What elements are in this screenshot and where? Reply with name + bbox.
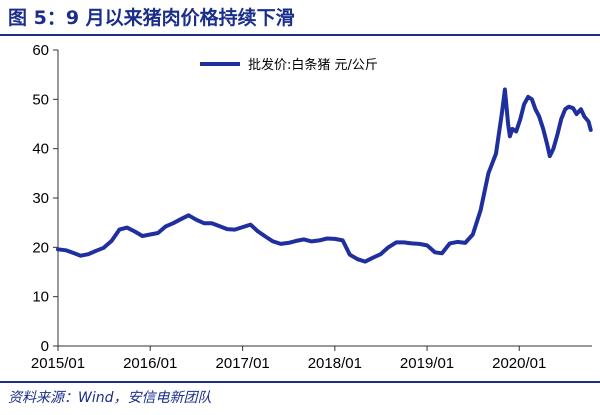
x-tick-label: 2018/01: [308, 355, 362, 372]
x-tick-label: 2015/01: [31, 355, 85, 372]
y-tick-label: 20: [32, 239, 49, 256]
legend-label: 批发价:白条猪 元/公斤: [248, 57, 378, 73]
y-ticks: 0 10 20 30 40 50 60: [32, 42, 58, 355]
chart: 0 10 20 30 40 50 60 2015/01 2016/01 2017/01 2018/…: [31, 42, 593, 372]
y-tick-label: 0: [41, 338, 49, 355]
y-tick-label: 50: [32, 91, 49, 108]
y-tick-label: 10: [32, 289, 49, 306]
series-line-wholesale-pork: [56, 87, 593, 264]
x-ticks: 2015/01 2016/01 2017/01 2018/01 2019/01 2020/…: [31, 346, 546, 372]
x-tick-label: 2016/01: [123, 355, 177, 372]
legend: 批发价:白条猪 元/公斤: [200, 57, 378, 73]
title-divider: [0, 34, 600, 36]
y-tick-label: 40: [32, 141, 49, 158]
source-note: 资料来源：Wind，安信电新团队: [8, 390, 212, 406]
x-tick-label: 2019/01: [400, 355, 454, 372]
source-divider: [0, 381, 600, 383]
x-tick-label: 2020/01: [492, 355, 546, 372]
figure-title: 图 5：9 月以来猪肉价格持续下滑: [8, 7, 295, 29]
y-tick-label: 30: [32, 190, 49, 207]
x-tick-label: 2017/01: [216, 355, 270, 372]
y-tick-label: 60: [32, 42, 49, 59]
